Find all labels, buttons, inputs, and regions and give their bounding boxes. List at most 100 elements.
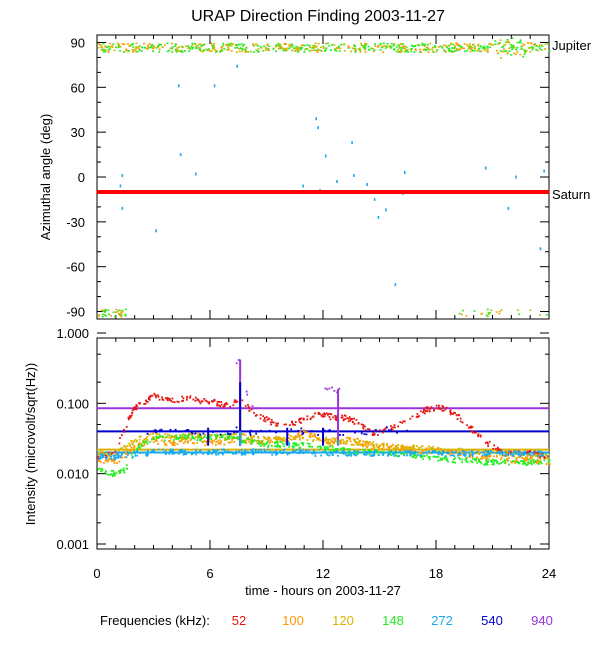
jupiter-band-point (407, 51, 410, 53)
intensity-point-120 (358, 440, 361, 442)
intensity-point-148 (200, 437, 203, 440)
jupiter-band-point (459, 48, 462, 51)
intensity-point-120 (533, 453, 536, 456)
intensity-point-120 (182, 437, 184, 440)
intensity-point-272 (453, 455, 456, 457)
jupiter-band-point (412, 45, 415, 48)
intensity-point-148 (420, 456, 423, 459)
intensity-point-148 (325, 446, 328, 448)
intensity-point-272 (395, 450, 397, 453)
intensity-point-272 (259, 448, 262, 451)
jupiter-band-point (434, 45, 437, 47)
jupiter-band-point (450, 50, 453, 52)
intensity-point-272 (207, 453, 209, 456)
intensity-point-52 (423, 412, 426, 415)
jupiter-band-point (143, 46, 146, 49)
intensity-point-120 (123, 449, 125, 452)
intensity-point-272 (299, 449, 301, 452)
intensity-point-120 (188, 432, 191, 435)
intensity-point-272 (101, 456, 104, 459)
intensity-point-52 (541, 452, 544, 455)
intensity-point-120 (458, 450, 461, 452)
intensity-point-148 (299, 446, 302, 449)
south-band-point (488, 311, 491, 314)
intensity-point-120 (413, 448, 416, 450)
jupiter-band-point (336, 46, 339, 49)
intensity-point-100 (123, 456, 126, 459)
intensity-point-52 (455, 414, 458, 417)
intensity-point-52 (220, 403, 223, 406)
jupiter-band-point (158, 43, 161, 46)
intensity-point-52 (351, 418, 354, 420)
jupiter-band-point (299, 48, 302, 51)
intensity-point-272 (190, 453, 193, 456)
jupiter-band-point (390, 46, 393, 48)
intensity-point-272 (252, 448, 255, 451)
jupiter-band-point (148, 43, 151, 45)
intensity-point-52 (151, 394, 154, 397)
intensity-point-52 (323, 412, 326, 415)
intensity-point-272 (314, 455, 317, 457)
intensity-point-120 (173, 435, 176, 437)
intensity-point-120 (443, 448, 446, 451)
intensity-point-272 (504, 451, 506, 454)
intensity-point-148 (527, 461, 530, 464)
azimuth-ytick-label: 0 (78, 170, 85, 185)
intensity-point-272 (148, 451, 151, 454)
jupiter-band-point (133, 49, 136, 52)
jupiter-band-point (472, 43, 475, 46)
intensity-point-148 (125, 467, 128, 470)
intensity-point-148 (179, 435, 182, 438)
intensity-point-120 (527, 454, 530, 457)
intensity-point-52 (469, 426, 472, 429)
jupiter-band-point (242, 48, 245, 50)
intensity-point-52 (177, 401, 180, 404)
intensity-point-148 (161, 435, 164, 438)
intensity-point-120 (411, 446, 414, 449)
intensity-point-148 (237, 436, 239, 439)
intensity-point-120 (372, 441, 375, 443)
intensity-point-148 (284, 442, 287, 445)
azimuth-point-272 (155, 229, 157, 233)
intensity-point-272 (510, 453, 513, 455)
intensity-point-272 (387, 454, 390, 456)
intensity-point-120 (476, 449, 479, 451)
intensity-point-52 (348, 416, 351, 419)
azimuth-point-272 (353, 174, 355, 178)
jupiter-band-point (401, 45, 404, 48)
intensity-point-148 (529, 461, 532, 464)
intensity-point-52 (111, 451, 114, 454)
intensity-point-100 (171, 442, 174, 445)
intensity-point-272 (105, 457, 108, 460)
intensity-point-100 (143, 443, 146, 446)
jupiter-band-point (515, 53, 518, 56)
intensity-point-148 (443, 457, 446, 460)
intensity-point-272 (497, 452, 500, 455)
jupiter-band-point (516, 51, 519, 53)
intensity-point-52 (325, 412, 328, 415)
jupiter-band-point (170, 47, 173, 50)
intensity-point-272 (157, 448, 160, 451)
intensity-point-52 (328, 412, 330, 415)
jupiter-band-point (131, 48, 134, 51)
intensity-point-52 (123, 430, 126, 433)
intensity-point-148 (261, 440, 264, 443)
jupiter-band-point (519, 53, 522, 56)
intensity-point-100 (223, 443, 226, 446)
south-band-point (486, 308, 489, 311)
south-band-point (120, 315, 123, 318)
intensity-point-272 (381, 452, 384, 455)
intensity-point-148 (527, 458, 530, 461)
jupiter-band-point (347, 45, 350, 48)
azimuth-point-272 (194, 172, 197, 176)
jupiter-band-point (467, 45, 470, 48)
jupiter-band-point (183, 50, 186, 52)
jupiter-band-point (468, 44, 471, 47)
intensity-point-52 (355, 419, 358, 421)
jupiter-band-point (327, 42, 330, 45)
intensity-point-52 (362, 426, 365, 428)
jupiter-band-point (306, 44, 309, 46)
jupiter-band-point (463, 43, 466, 45)
intensity-point-52 (349, 418, 352, 421)
intensity-point-272 (536, 454, 539, 457)
